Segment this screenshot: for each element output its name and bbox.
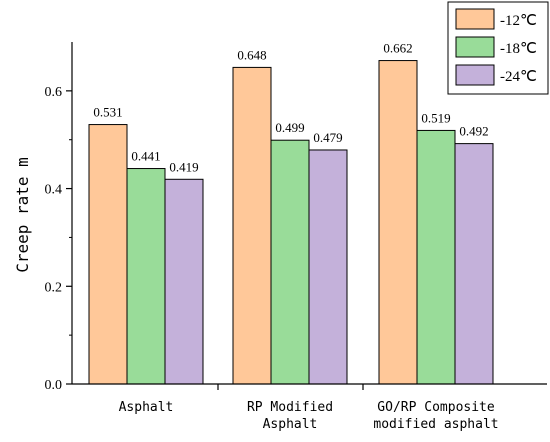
legend-label: -12℃	[500, 13, 537, 29]
x-tick-label: GO/RP Composite modified asphalt	[373, 400, 498, 432]
bar	[454, 143, 494, 385]
y-tick-label: 0.4	[45, 183, 63, 198]
y-tick-label: 0.6	[45, 85, 63, 100]
x-tick-label-line: Asphalt	[263, 417, 318, 432]
x-tick-label-line: modified asphalt	[373, 417, 498, 432]
x-tick-label-line: RP Modified	[247, 400, 333, 415]
data-label: 0.648	[237, 47, 266, 62]
data-label: 0.479	[313, 130, 342, 145]
bar	[88, 124, 128, 385]
data-label: 0.519	[421, 110, 450, 125]
data-label: 0.419	[169, 159, 198, 174]
bar	[378, 60, 418, 385]
bar	[270, 139, 310, 385]
legend-swatch	[455, 36, 495, 58]
x-tick-label-line: Asphalt	[119, 400, 174, 415]
bar	[308, 149, 348, 385]
x-ticks-layer: Asphalt RP Modified Asphalt GO/RP Composite…	[119, 384, 499, 432]
data-labels-layer: 0.531 0.441 0.419 0.648 0.499 0.479 0.662 0.519…	[93, 41, 488, 175]
bar	[416, 129, 456, 385]
data-label: 0.499	[275, 120, 304, 135]
x-tick-label-line: GO/RP Composite	[377, 400, 495, 415]
y-axis-title: Creep rate m	[13, 157, 32, 273]
y-tick-label: 0.0	[45, 378, 63, 393]
bar	[232, 66, 272, 385]
legend-swatch	[455, 8, 495, 30]
data-label: 0.492	[459, 124, 488, 139]
y-tick-label: 0.2	[45, 280, 63, 295]
x-tick-label: RP Modified Asphalt	[247, 400, 333, 432]
axes-layer	[71, 42, 547, 385]
legend-label: -24℃	[500, 69, 537, 85]
bar	[164, 178, 204, 385]
bar	[126, 168, 166, 385]
bars-layer	[88, 60, 494, 385]
legend-swatch	[455, 64, 495, 86]
y-ticks-layer: 0.0 0.2 0.4 0.6	[45, 85, 72, 393]
data-label: 0.531	[93, 105, 122, 120]
legend: -12℃ -18℃ -24℃	[447, 1, 549, 95]
legend-label: -18℃	[500, 41, 537, 57]
data-label: 0.662	[383, 41, 412, 56]
data-label: 0.441	[131, 149, 160, 164]
x-tick-label: Asphalt	[119, 400, 174, 415]
